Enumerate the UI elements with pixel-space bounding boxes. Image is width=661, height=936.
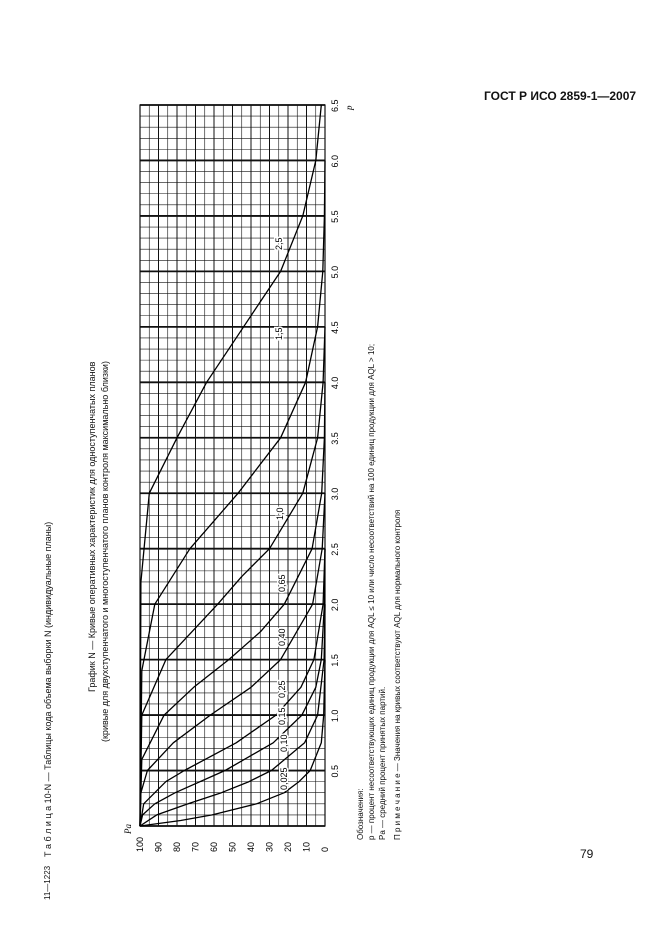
x-tick-label: 2.0 <box>330 599 340 612</box>
curve-aql-2-5 <box>139 104 322 827</box>
x-tick-label: 5.5 <box>330 210 340 223</box>
x-tick-label: 5.0 <box>330 266 340 279</box>
standard-header: ГОСТ Р ИСО 2859-1—2007 <box>484 89 637 103</box>
y-tick-label: 100 <box>135 837 145 852</box>
x-tick-label: 3.5 <box>330 432 340 445</box>
curve-aql-0-40 <box>139 493 326 827</box>
curve-aql-0-25 <box>139 548 326 827</box>
y-tick-label: 30 <box>265 842 275 852</box>
y-tick-label: 80 <box>172 842 182 852</box>
y-tick-label: 50 <box>228 842 238 852</box>
curve-aql-0-65 <box>139 382 326 827</box>
x-tick-label: 2.5 <box>330 543 340 556</box>
x-axis-label: p <box>344 105 354 111</box>
x-tick-label: 1.0 <box>330 710 340 723</box>
y-tick-label: 20 <box>283 842 293 852</box>
chart-frame <box>139 104 326 827</box>
x-tick-label: 4.0 <box>330 377 340 390</box>
curve-aql-0-025 <box>139 659 326 827</box>
x-tick-label: 6.0 <box>330 155 340 168</box>
curve-label: 0,25 <box>277 680 287 698</box>
y-tick-label: 0 <box>320 847 330 852</box>
curve-aql-0-10 <box>139 604 326 827</box>
y-tick-label: 10 <box>302 842 312 852</box>
page-number: 79 <box>580 847 594 861</box>
curve-aql-1-5 <box>139 160 326 827</box>
curve-label: 2,5 <box>274 237 284 250</box>
y-tick-label: 40 <box>246 842 256 852</box>
curve-label: 0,15 <box>277 707 287 725</box>
y-tick-label: 90 <box>154 842 164 852</box>
curve-label: 0,10 <box>279 734 289 752</box>
chart-grid <box>139 104 326 827</box>
x-tick-label: 6.5 <box>330 99 340 112</box>
curve-label: 0,65 <box>277 574 287 592</box>
curve-label: 1,0 <box>275 507 285 520</box>
curve-aql-1-0 <box>139 326 326 827</box>
curve-label: 0,025 <box>279 767 289 790</box>
x-tick-label: 0.5 <box>330 765 340 778</box>
y-tick-label: 60 <box>209 842 219 852</box>
x-tick-label: 1.5 <box>330 654 340 667</box>
y-axis-label: Pа <box>123 824 133 835</box>
x-tick-label: 3.0 <box>330 488 340 501</box>
y-tick-label: 70 <box>191 842 201 852</box>
chart-curves <box>139 104 326 827</box>
x-tick-label: 4.5 <box>330 321 340 334</box>
curve-label: 0,40 <box>277 628 287 646</box>
curve-label: 1,5 <box>274 327 284 340</box>
curve-aql-0-15 <box>139 548 326 827</box>
